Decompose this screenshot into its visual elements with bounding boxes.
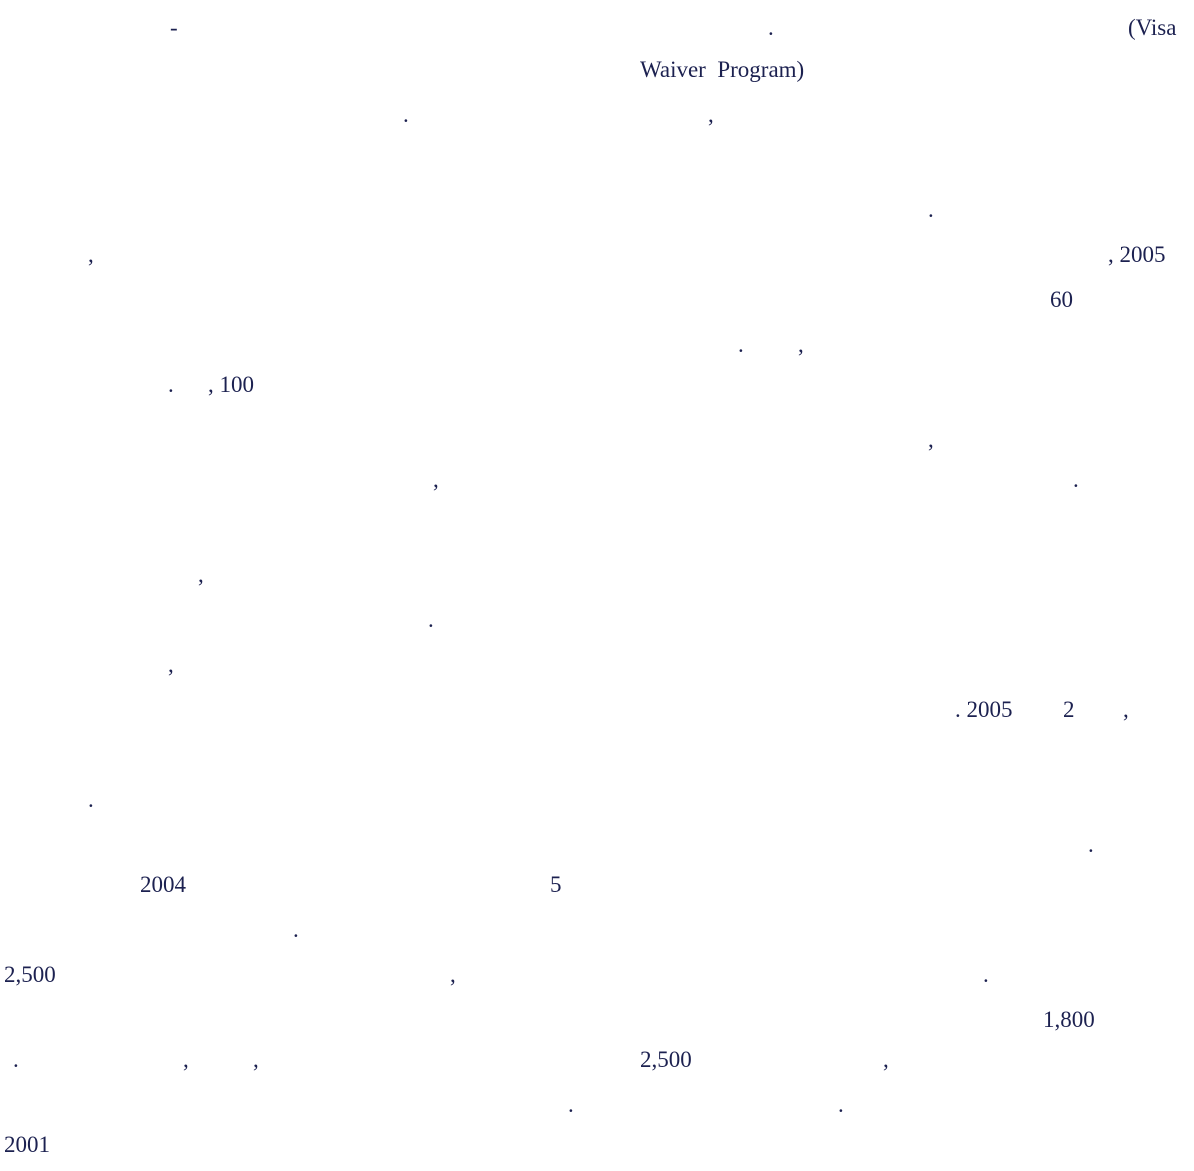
text-fragment: - [170,15,178,40]
text-fragment: 2,500 [640,1047,692,1072]
text-fragment: , [928,427,934,452]
text-fragment: , [253,1047,259,1072]
text-fragment: . [928,197,934,222]
text-fragment: . [983,962,989,987]
text-fragment: 5 [550,872,562,897]
text-fragment: . [13,1047,19,1072]
text-fragment: . [568,1092,574,1117]
text-fragment: , [450,962,456,987]
text-fragment: . 2005 [955,697,1013,722]
text-fragment: . [768,15,774,40]
text-fragment: . [1088,832,1094,857]
text-fragment: , [168,652,174,677]
text-fragment: , [883,1047,889,1072]
text-fragment: . [1073,467,1079,492]
text-fragment: . [293,917,299,942]
text-fragment: , [198,562,204,587]
text-fragment: , [1123,697,1129,722]
text-fragment: (Visa [1128,15,1177,40]
text-fragment: , [183,1047,189,1072]
text-fragment: . [428,607,434,632]
text-fragment: Waiver Program) [640,57,805,82]
text-fragment: . [168,372,174,397]
text-fragment: , [88,242,94,267]
text-fragment: 2,500 [4,962,56,987]
text-fragment: . [88,787,94,812]
text-fragment: , [798,332,804,357]
text-fragment: 2004 [140,872,186,897]
text-fragment: . [838,1092,844,1117]
text-fragment: . [403,102,409,127]
text-fragment: , 100 [208,372,254,397]
text-fragment: , [708,102,714,127]
text-fragment: , [433,467,439,492]
text-fragment: , 2005 [1108,242,1166,267]
text-fragment: . [738,332,744,357]
text-fragment: 2001 [4,1132,50,1157]
text-fragment: 1,800 [1043,1007,1095,1032]
text-fragment: 2 [1063,697,1075,722]
text-fragment: 60 [1050,287,1073,312]
